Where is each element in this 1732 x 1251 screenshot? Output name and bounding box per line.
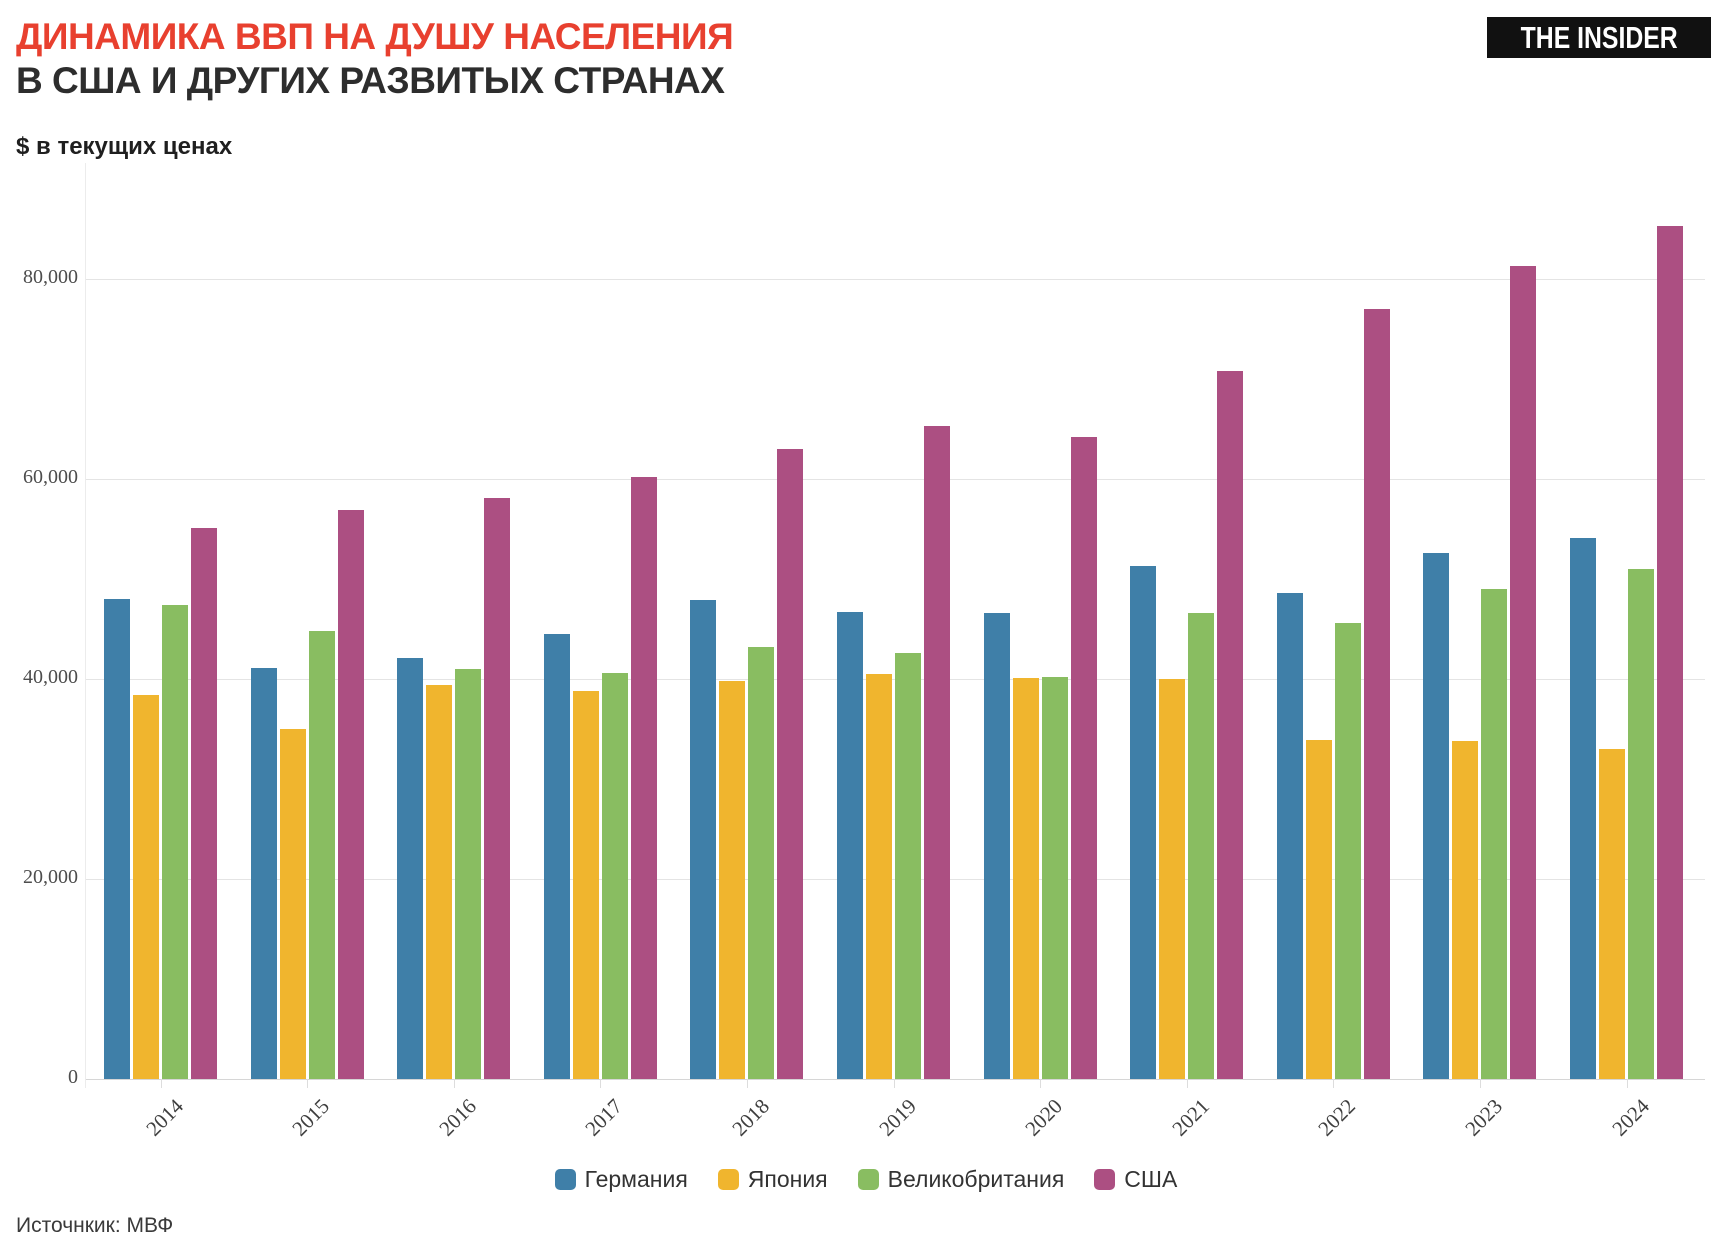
legend-item-Великобритания: Великобритания [857,1166,1065,1193]
y-tick-label-60000: 60,000 [23,466,78,488]
x-tick-label-2022: 2022 [1313,1094,1361,1141]
x-tick-2020 [1040,1079,1042,1088]
legend-swatch-США [1094,1169,1116,1190]
bar-Великобритания-2018 [748,646,775,1079]
bar-США-2016 [484,498,511,1079]
x-tick-2015 [307,1079,309,1088]
bar-Япония-2020 [1012,677,1039,1079]
x-tick-label-2018: 2018 [727,1094,774,1141]
bar-Германия-2023 [1423,552,1450,1079]
x-tick-label-2014: 2014 [140,1094,188,1141]
bar-США-2019 [924,426,950,1079]
legend-swatch-Япония [717,1169,739,1190]
bar-Япония-2023 [1452,741,1479,1079]
gridline-0 [85,1079,1705,1080]
bar-США-2017 [630,477,657,1079]
bar-Япония-2014 [133,694,159,1079]
bar-Германия-2019 [837,611,863,1079]
bar-Япония-2022 [1305,739,1332,1079]
legend-item-США: США [1094,1166,1177,1193]
the-insider-logo: THE INSIDER [1487,17,1711,58]
bar-Великобритания-2024 [1628,568,1654,1079]
legend-item-Япония: Япония [717,1166,828,1193]
x-tick-label-2021: 2021 [1167,1094,1214,1141]
gridline-80000 [85,279,1705,280]
bar-США-2018 [777,449,804,1079]
legend-label-США: США [1124,1166,1178,1192]
x-tick-2021 [1186,1079,1188,1088]
legend-label-Великобритания: Великобритания [887,1166,1065,1192]
x-tick-label-2020: 2020 [1020,1094,1068,1141]
bar-США-2023 [1510,266,1537,1079]
bar-Великобритания-2020 [1041,676,1068,1079]
bar-Япония-2018 [719,681,746,1079]
legend-label-Япония: Япония [747,1166,828,1192]
bar-Германия-2021 [1130,565,1157,1079]
legend-item-Германия: Германия [554,1166,688,1193]
bar-США-2024 [1657,226,1683,1079]
page-subtitle: В США И ДРУГИХ РАЗВИТЫХ СТРАНАХ [16,60,725,101]
x-tick-label-2019: 2019 [873,1094,921,1141]
x-tick-label-2023: 2023 [1460,1094,1507,1141]
bar-Великобритания-2022 [1334,622,1361,1079]
bar-Япония-2015 [279,729,306,1079]
bar-Великобритания-2014 [162,605,188,1079]
page-title: ДИНАМИКА ВВП НА ДУШУ НАСЕЛЕНИЯ [16,16,734,57]
bar-Великобритания-2023 [1481,588,1508,1079]
bar-Великобритания-2019 [895,652,921,1079]
bar-Германия-2014 [104,599,130,1079]
bar-Япония-2021 [1159,678,1186,1079]
bar-Великобритания-2017 [601,673,628,1079]
bar-США-2021 [1217,371,1244,1079]
y-tick-label-0: 0 [68,1066,78,1088]
chart-legend: Германия Япония Великобритания США [0,1166,1732,1193]
bar-Великобритания-2016 [455,668,482,1079]
bar-США-2015 [337,510,364,1079]
bar-Германия-2017 [543,633,570,1079]
x-tick-label-2017: 2017 [580,1094,628,1141]
bar-Япония-2019 [866,674,892,1079]
x-tick-label-2024: 2024 [1606,1094,1654,1141]
bar-Германия-2016 [397,658,424,1079]
x-tick-label-2016: 2016 [434,1094,481,1141]
source-note: Источнкик: МВФ [16,1214,174,1237]
x-tick-2018 [746,1079,748,1088]
bar-Япония-2024 [1599,748,1625,1079]
x-tick-2024 [1626,1079,1628,1088]
legend-swatch-Великобритания [857,1169,879,1190]
y-tick-label-20000: 20,000 [23,866,78,888]
bar-США-2020 [1070,437,1097,1079]
legend-swatch-Германия [554,1169,576,1190]
x-tick-2014 [160,1079,162,1088]
bar-США-2022 [1363,309,1390,1079]
bar-Германия-2018 [690,599,717,1079]
x-tick-2022 [1333,1079,1335,1088]
y-tick-label-40000: 40,000 [23,666,78,688]
legend-label-Германия: Германия [584,1166,688,1192]
x-tick-label-2015: 2015 [287,1094,335,1141]
bar-Великобритания-2021 [1188,612,1215,1079]
bar-Германия-2020 [983,612,1010,1079]
x-tick-2023 [1479,1079,1481,1088]
bar-Япония-2016 [426,685,453,1079]
bar-Германия-2024 [1570,537,1596,1079]
bar-Япония-2017 [572,690,599,1079]
bar-Великобритания-2015 [308,630,335,1079]
x-tick-2016 [453,1079,455,1088]
x-tick-2019 [893,1079,895,1088]
y-tick-label-80000: 80,000 [23,266,78,288]
x-tick-2017 [600,1079,602,1088]
the-insider-logo-text: THE INSIDER [1520,19,1678,55]
y-axis-line [85,163,86,1088]
gridline-60000 [85,479,1705,480]
bar-Германия-2022 [1276,592,1303,1079]
bar-Германия-2015 [250,667,277,1079]
y-axis-units-label: $ в текущих ценах [16,133,233,160]
bar-США-2014 [191,527,217,1079]
